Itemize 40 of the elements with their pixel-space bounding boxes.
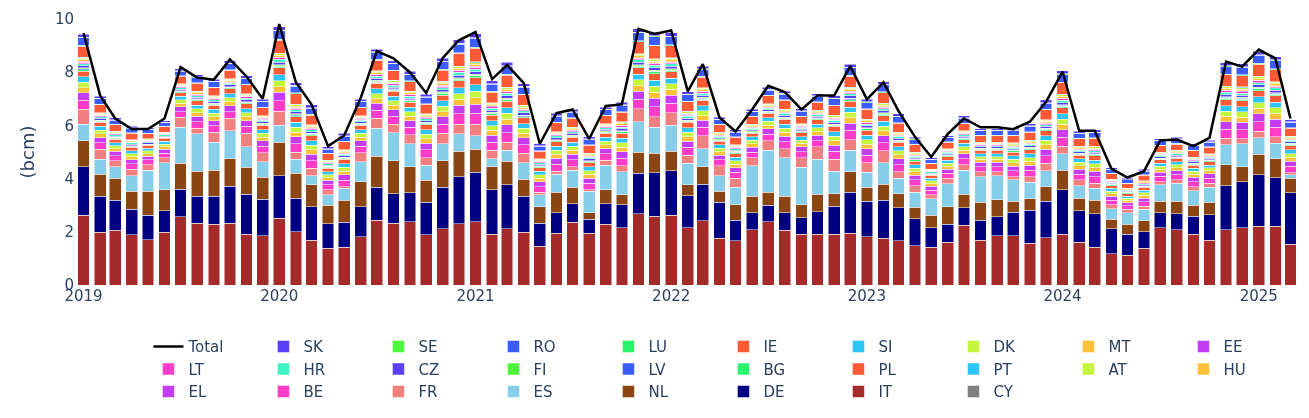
legend-label: CZ — [418, 360, 440, 379]
legend-label: IE — [763, 338, 778, 357]
legend-label: DK — [993, 338, 1016, 357]
legend-label: BE — [303, 383, 324, 402]
legend-label: FR — [418, 383, 438, 402]
legend-label: LU — [648, 338, 668, 357]
legend-label: SI — [878, 338, 893, 357]
y-tick-label: 10 — [54, 10, 74, 29]
legend-label: IT — [878, 383, 893, 402]
legend-label: SK — [303, 338, 324, 357]
y-tick-label: 6 — [64, 116, 74, 135]
x-tick-label: 2022 — [652, 287, 691, 305]
legend-label: MT — [1108, 338, 1132, 357]
x-tick-label: 2020 — [260, 287, 299, 305]
legend-label: LV — [648, 360, 667, 379]
y-tick-label: 2 — [64, 223, 74, 242]
legend-label: BG — [763, 360, 786, 379]
legend-label: PL — [878, 360, 897, 379]
legend-label: AT — [1108, 360, 1128, 379]
x-tick-label: 2024 — [1043, 287, 1082, 305]
legend-label: HU — [1223, 360, 1246, 379]
legend-label: CY — [993, 383, 1014, 402]
x-tick-label: 2023 — [847, 287, 886, 305]
legend-label: EL — [188, 383, 207, 402]
y-tick-label: 4 — [64, 169, 74, 188]
legend-label: LT — [188, 360, 205, 379]
y-axis-title: (bcm) — [17, 125, 39, 179]
legend-label: SE — [418, 338, 438, 357]
x-tick-label: 2021 — [456, 287, 495, 305]
legend-label: PT — [993, 360, 1013, 379]
legend-label: RO — [533, 338, 556, 357]
legend-label: ES — [533, 383, 553, 402]
legend-label: EE — [1223, 338, 1243, 357]
y-tick-label: 8 — [64, 63, 74, 82]
legend-label: HR — [303, 360, 326, 379]
legend-label: FI — [533, 360, 547, 379]
legend-label: DE — [763, 383, 785, 402]
x-tick-label: 2025 — [1239, 287, 1278, 305]
legend-label: Total — [187, 338, 224, 357]
legend-label: NL — [648, 383, 669, 402]
